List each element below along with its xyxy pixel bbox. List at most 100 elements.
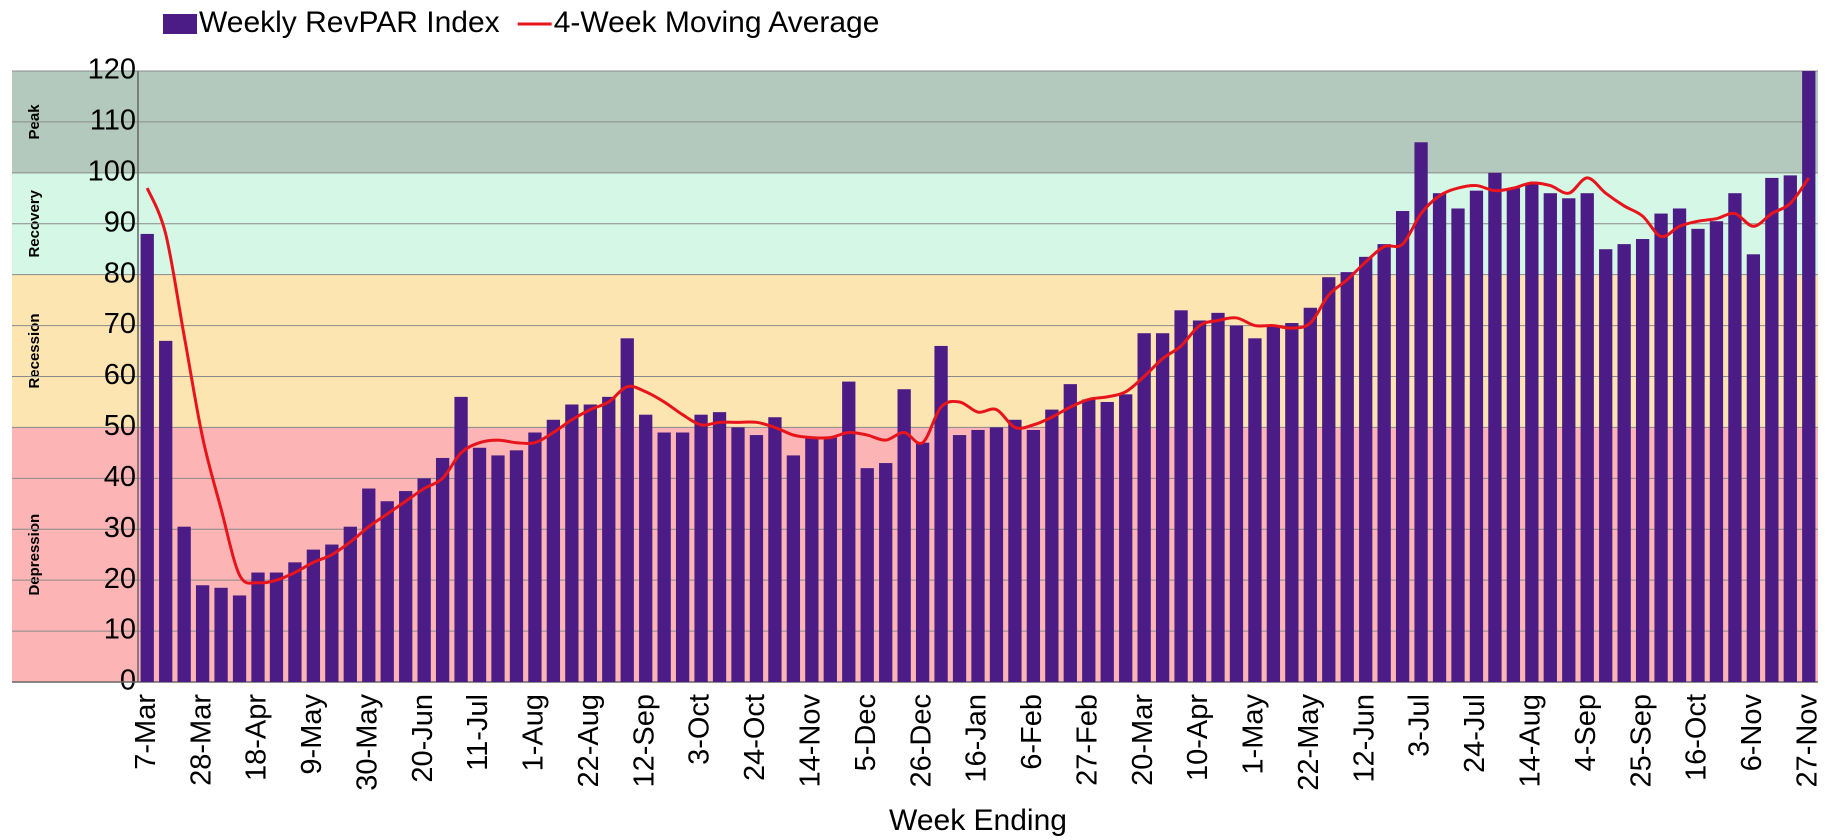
y-tick-label: 100 [88, 155, 136, 187]
x-tick-label: 12-Jun [1348, 694, 1380, 783]
bar [1488, 172, 1502, 683]
bar [214, 587, 228, 682]
bar [1783, 175, 1797, 683]
bar [694, 414, 708, 682]
bar [1119, 394, 1133, 682]
bar [989, 427, 1004, 682]
bar [1635, 239, 1650, 682]
bar [1192, 320, 1207, 682]
bar [269, 572, 284, 682]
bar [177, 526, 191, 682]
bar [1045, 409, 1059, 682]
y-tick-label: 0 [120, 665, 136, 697]
bar [343, 526, 357, 682]
x-tick-label: 28-Mar [185, 694, 217, 786]
y-tick-label: 10 [104, 614, 136, 646]
bar [1395, 211, 1410, 683]
x-tick-label: 4-Sep [1570, 694, 1602, 771]
bar [879, 463, 893, 682]
x-tick-label: 14-Aug [1515, 694, 1547, 788]
bar [1562, 198, 1576, 682]
x-tick-label: 16-Oct [1681, 694, 1713, 781]
x-tick-label: 1-Aug [518, 694, 550, 771]
bar [1137, 333, 1151, 682]
bar [362, 488, 376, 682]
bar [1082, 399, 1096, 682]
bar [1580, 193, 1594, 682]
bar [1599, 249, 1613, 683]
bar [159, 340, 173, 682]
bar [565, 404, 579, 682]
bar [417, 478, 431, 682]
bar [1617, 244, 1631, 682]
bar [454, 396, 468, 682]
bar [712, 412, 727, 682]
bar [1765, 177, 1779, 683]
bar [1211, 312, 1225, 682]
x-tick-label: 20-Mar [1127, 694, 1159, 786]
x-tick-label: 22-May [1293, 694, 1325, 791]
bar [1026, 429, 1041, 682]
bar [915, 442, 930, 682]
x-tick-label: 24-Jul [1459, 694, 1491, 773]
bar [1285, 323, 1299, 682]
bar [1709, 221, 1724, 682]
y-tick-label: 70 [104, 308, 136, 340]
bar [842, 381, 856, 682]
bar [731, 427, 745, 682]
legend-label: 4-Week Moving Average [554, 6, 880, 39]
x-tick-label: 30-May [351, 694, 383, 791]
bar [805, 437, 819, 682]
bar [1100, 401, 1114, 682]
bar [288, 562, 302, 682]
bar [602, 396, 616, 682]
x-tick-label: 11-Jul [462, 694, 494, 771]
bar [768, 417, 782, 682]
bar [1229, 325, 1244, 682]
y-tick-label: 120 [88, 54, 136, 86]
x-tick-label: 27-Feb [1071, 694, 1103, 786]
bar [657, 432, 671, 682]
bar [1414, 142, 1428, 683]
x-tick-label: 25-Sep [1625, 694, 1657, 788]
x-tick-label: 12-Sep [628, 694, 660, 788]
x-tick-label: 20-Jun [407, 694, 439, 783]
bar [1266, 325, 1281, 682]
bar [1543, 193, 1557, 682]
bar [1691, 228, 1705, 682]
bar [1340, 272, 1354, 682]
x-tick-label: 10-Apr [1182, 694, 1214, 781]
bar [860, 468, 874, 682]
bar [1248, 338, 1262, 682]
bar [472, 447, 487, 682]
x-tick-label: 16-Jan [961, 694, 993, 783]
y-tick-label: 20 [104, 563, 136, 595]
bar [1303, 307, 1317, 682]
x-tick-label: 3-Oct [684, 694, 716, 765]
zone-label: Recession [26, 314, 43, 389]
legend-swatch [163, 14, 197, 34]
y-tick-label: 110 [90, 105, 136, 137]
x-tick-label: 14-Nov [795, 694, 827, 788]
bar [583, 404, 597, 682]
bar [1525, 183, 1539, 682]
bar [232, 595, 247, 682]
bar [399, 491, 413, 682]
y-tick-label: 50 [104, 410, 136, 442]
bar [952, 435, 967, 682]
x-tick-label: 6-Feb [1016, 694, 1048, 770]
x-tick-label: 3-Jul [1404, 694, 1436, 757]
x-tick-label: 24-Oct [739, 694, 771, 781]
bar [509, 450, 524, 682]
x-axis-title: Week Ending [889, 804, 1067, 837]
bar [1654, 213, 1668, 683]
bar [491, 455, 505, 682]
x-tick-label: 7-Mar [130, 694, 162, 770]
zone-label: Depression [26, 514, 43, 596]
bar [1008, 419, 1022, 682]
bar [786, 455, 801, 682]
bar [823, 437, 837, 682]
x-tick-label: 22-Aug [573, 694, 605, 788]
x-tick-label: 9-May [296, 694, 328, 775]
